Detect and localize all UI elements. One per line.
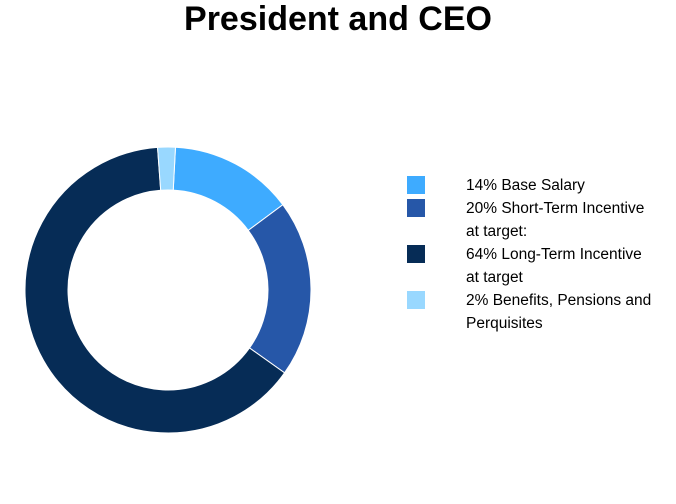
legend-swatch-long-term-incentive xyxy=(407,245,425,263)
legend-swatch-benefits xyxy=(407,291,425,309)
donut-slice-short-term-incentive xyxy=(247,204,312,374)
legend-label-base-salary: 14% Base Salary xyxy=(466,177,585,194)
legend-swatch-short-term-incentive xyxy=(407,199,425,217)
donut-slice-benefits xyxy=(156,146,177,191)
legend-label-long-term-incentive: 64% Long-Term Incentive at target xyxy=(466,246,642,286)
legend-item-base-salary: 14% Base Salary xyxy=(404,174,674,197)
legend-swatch-base-salary xyxy=(407,176,425,194)
legend-item-long-term-incentive: 64% Long-Term Incentive at target xyxy=(404,243,674,289)
legend-label-benefits: 2% Benefits, Pensions and Perquisites xyxy=(466,292,652,332)
donut-slice-long-term-incentive xyxy=(24,146,286,434)
chart-title: President and CEO xyxy=(184,0,492,38)
legend-item-short-term-incentive: 20% Short-Term Incentive at target: xyxy=(404,197,674,243)
chart-legend: 14% Base Salary 20% Short-Term Incentive… xyxy=(404,174,674,335)
legend-item-benefits: 2% Benefits, Pensions and Perquisites xyxy=(404,289,674,335)
legend-label-short-term-incentive: 20% Short-Term Incentive at target: xyxy=(466,200,645,240)
